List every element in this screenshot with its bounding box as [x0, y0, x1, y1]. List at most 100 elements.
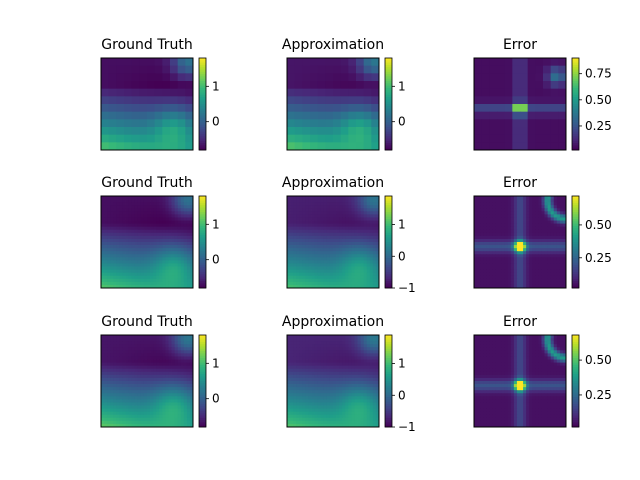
- heatmap-cell: [299, 208, 303, 212]
- heatmap-cell: [156, 411, 160, 416]
- heatmap-cell: [369, 281, 374, 286]
- heatmap-cell: [131, 214, 136, 218]
- heatmap-cell: [287, 384, 291, 388]
- heatmap-cell: [296, 356, 300, 360]
- heatmap-cell: [348, 65, 357, 74]
- heatmap-cell: [541, 214, 545, 218]
- heatmap-cell: [168, 344, 172, 348]
- heatmap-cell: [104, 374, 108, 379]
- heatmap-cell: [345, 384, 349, 388]
- heatmap-cell: [137, 205, 142, 209]
- heatmap-cell: [287, 232, 291, 237]
- heatmap-cell: [174, 405, 179, 409]
- heatmap-cell: [317, 365, 322, 370]
- heatmap-cell: [159, 374, 163, 379]
- heatmap-cell: [317, 208, 322, 212]
- heatmap-cell: [372, 384, 377, 388]
- heatmap-cell: [339, 284, 343, 289]
- heatmap-cell: [189, 411, 194, 416]
- heatmap-cell: [314, 377, 319, 382]
- heatmap-cell: [314, 390, 319, 394]
- heatmap-cell: [153, 359, 157, 363]
- heatmap-cell: [186, 356, 191, 360]
- heatmap-cell: [293, 284, 297, 289]
- heatmap-cell: [107, 278, 111, 283]
- heatmap-cell: [372, 347, 377, 351]
- heatmap-cell: [104, 226, 108, 231]
- heatmap-cell: [550, 263, 555, 267]
- heatmap-cell: [323, 275, 328, 280]
- heatmap-cell: [177, 254, 182, 258]
- heatmap-cell: [156, 205, 160, 209]
- heatmap-cell: [119, 254, 123, 258]
- heatmap-cell: [348, 344, 352, 348]
- heatmap-cell: [363, 365, 368, 370]
- heatmap-cell: [492, 211, 496, 215]
- heatmap-cell: [156, 263, 160, 267]
- heatmap-cell: [162, 223, 166, 228]
- heatmap-cell: [336, 393, 340, 397]
- heatmap-cell: [308, 281, 312, 286]
- heatmap-cell: [134, 275, 139, 280]
- heatmap-cell: [512, 81, 521, 90]
- heatmap-cell: [544, 263, 548, 267]
- heatmap-cell: [354, 199, 358, 203]
- heatmap-cell: [369, 229, 374, 234]
- heatmap-cell: [375, 384, 380, 388]
- heatmap-cell: [186, 381, 191, 385]
- heatmap-cell: [116, 374, 120, 379]
- heatmap-cell: [550, 58, 559, 67]
- heatmap-cell: [516, 251, 521, 255]
- heatmap-cell: [305, 347, 309, 351]
- heatmap-cell: [143, 359, 148, 363]
- heatmap-cell: [170, 81, 179, 90]
- heatmap-cell: [153, 272, 157, 277]
- heatmap-cell: [153, 226, 157, 231]
- heatmap-cell: [356, 73, 365, 82]
- heatmap-cell: [170, 134, 179, 143]
- heatmap-cell: [110, 208, 114, 212]
- heatmap-cell: [293, 365, 297, 370]
- heatmap-cell: [329, 353, 334, 357]
- heatmap-cell: [131, 211, 136, 215]
- heatmap-cell: [134, 405, 139, 409]
- heatmap-cell: [171, 377, 175, 382]
- heatmap-cell: [101, 390, 105, 394]
- heatmap-cell: [375, 245, 380, 249]
- heatmap-cell: [372, 341, 377, 345]
- heatmap-cell: [527, 104, 536, 113]
- heatmap-cell: [348, 223, 352, 228]
- heatmap-cell: [183, 205, 188, 209]
- heatmap-cell: [311, 356, 315, 360]
- heatmap-cell: [113, 374, 117, 379]
- heatmap-cell: [143, 251, 148, 255]
- heatmap-cell: [504, 214, 509, 218]
- heatmap-cell: [131, 96, 140, 105]
- heatmap-cell: [547, 248, 552, 252]
- heatmap-cell: [104, 408, 108, 413]
- heatmap-cell: [139, 88, 148, 97]
- heatmap-cell: [562, 238, 567, 243]
- heatmap-cell: [287, 220, 291, 224]
- heatmap-cell: [186, 238, 191, 243]
- heatmap-cell: [107, 257, 111, 261]
- heatmap-cell: [119, 235, 123, 240]
- heatmap-cell: [170, 96, 179, 105]
- heatmap-cell: [139, 111, 148, 120]
- heatmap-cell: [170, 104, 179, 113]
- heatmap-cell: [550, 260, 555, 264]
- heatmap-cell: [357, 269, 361, 274]
- heatmap-cell: [317, 393, 322, 397]
- heatmap-cell: [354, 245, 358, 249]
- heatmap-cell: [489, 199, 493, 203]
- heatmap-cell: [299, 266, 303, 270]
- heatmap-cell: [371, 96, 380, 105]
- heatmap-cell: [351, 251, 355, 255]
- heatmap-cell: [333, 242, 337, 246]
- heatmap-cell: [140, 226, 145, 231]
- heatmap-cell: [354, 242, 358, 246]
- heatmap-cell: [308, 245, 312, 249]
- heatmap-cell: [314, 257, 319, 261]
- heatmap-cell: [189, 408, 194, 413]
- heatmap-cell: [532, 248, 536, 252]
